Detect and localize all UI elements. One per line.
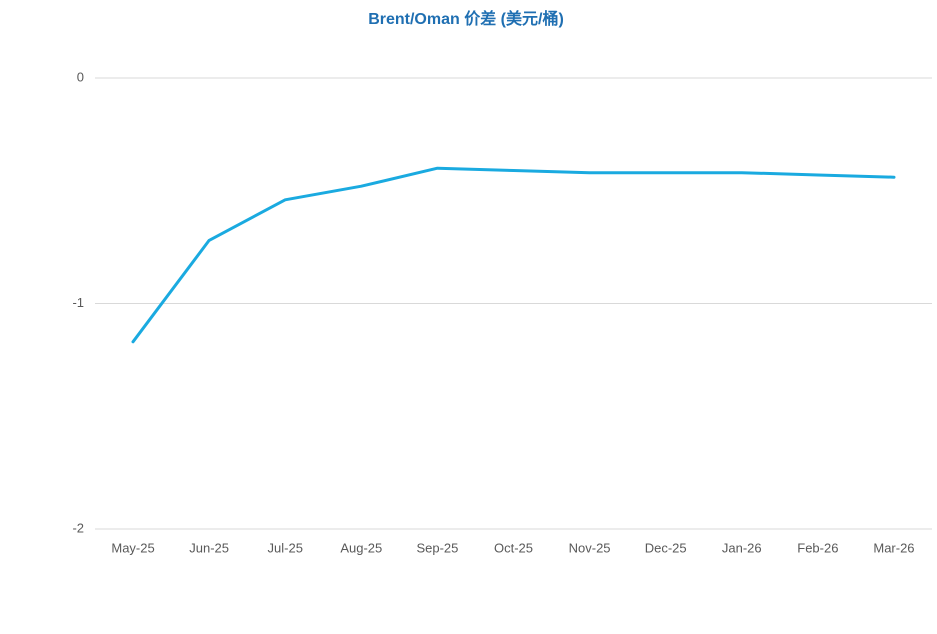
x-tick-label: Jan-26 [722, 540, 762, 555]
y-tick-label: 0 [77, 69, 84, 84]
chart-title: Brent/Oman 价差 (美元/桶) [368, 9, 564, 28]
x-tick-label: Aug-25 [340, 540, 382, 555]
y-tick-label: -2 [72, 520, 84, 535]
x-tick-label: Oct-25 [494, 540, 533, 555]
x-tick-label: Mar-26 [873, 540, 914, 555]
data-line [131, 166, 896, 344]
y-tick-label: -1 [72, 295, 84, 310]
x-tick-label: Dec-25 [645, 540, 687, 555]
x-tick-label: Jul-25 [268, 540, 303, 555]
x-tick-label: Feb-26 [797, 540, 838, 555]
x-tick-label: May-25 [111, 540, 154, 555]
x-tick-label: Sep-25 [416, 540, 458, 555]
x-tick-label: Nov-25 [569, 540, 611, 555]
x-tick-label: Jun-25 [189, 540, 229, 555]
